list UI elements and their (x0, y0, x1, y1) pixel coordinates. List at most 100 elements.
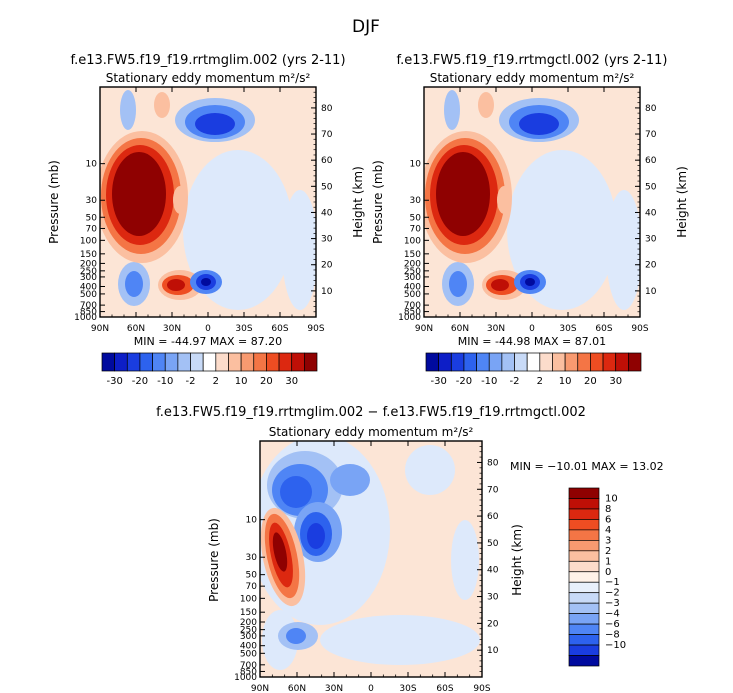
panel-1-tropo-red-3 (167, 279, 185, 291)
p-tick-label: 500 (404, 290, 421, 300)
colorbar-swatch (164, 352, 179, 372)
p-tick-label: 700 (80, 301, 97, 311)
colorbar-label: -10 (481, 376, 497, 387)
panel-2-tropo-red-3 (491, 279, 509, 291)
colorbar-label: 6 (605, 514, 611, 525)
colorbar-label: -10 (157, 376, 173, 387)
colorbar-swatch (190, 352, 204, 372)
panel-1-tropo-blue-2 (125, 271, 143, 297)
p-tick-label: 400 (404, 282, 421, 292)
panel-1-y2label: Height (km) (351, 166, 365, 237)
x-tick-label: 90N (91, 324, 109, 334)
z-tick-label: 80 (321, 104, 333, 114)
panel-2-ylabel: Pressure (mb) (371, 160, 385, 244)
colorbar-swatch (126, 352, 141, 372)
panel-2-contour-field (424, 90, 640, 310)
p-tick-label: 500 (80, 290, 97, 300)
panel-3-axes: 90N 60N 30N 0 30S 60S 90S103050701001502002503… (234, 441, 499, 693)
colorbar-swatch (101, 352, 115, 372)
x-tick-label: 0 (529, 324, 535, 334)
z-tick-label: 70 (645, 130, 657, 140)
colorbar-label: 10 (235, 376, 248, 387)
p-tick-label: 10 (410, 160, 422, 170)
colorbar-label: -2 (186, 376, 196, 387)
z-tick-label: 80 (487, 458, 499, 468)
colorbar-label: 1 (605, 556, 611, 567)
p-tick-label: 250 (80, 267, 97, 277)
colorbar-swatch (291, 352, 305, 372)
colorbar-label: 2 (605, 546, 611, 557)
panel-3-light-blue-4 (320, 615, 480, 665)
colorbar-label: −1 (605, 577, 620, 588)
p-tick-label: 50 (410, 213, 422, 223)
z-tick-label: 30 (487, 593, 499, 603)
panel-3-upper-blue-4 (330, 464, 370, 496)
panel-2-upper-red-small (478, 92, 494, 118)
p-tick-label: 300 (240, 632, 257, 642)
z-tick-label: 20 (487, 619, 499, 629)
panel-1-run-title: f.e13.FW5.f19_f19.rrtmglim.002 (yrs 2-11… (70, 53, 345, 68)
colorbar-swatch (450, 352, 465, 372)
colorbar-swatch (438, 352, 452, 372)
colorbar-swatch (568, 655, 600, 667)
colorbar-swatch (139, 352, 153, 372)
colorbar-swatch (568, 571, 600, 583)
panel-2-upper-blue-3 (519, 113, 559, 135)
colorbar-label: 2 (213, 376, 219, 387)
z-tick-label: 20 (321, 261, 333, 271)
x-tick-label: 0 (205, 324, 211, 334)
z-tick-label: 50 (645, 182, 657, 192)
z-tick-label: 80 (645, 104, 657, 114)
x-tick-label: 90N (415, 324, 433, 334)
colorbar-label: -2 (510, 376, 520, 387)
z-tick-label: 60 (321, 156, 333, 166)
panel-3-mid-blue-3 (307, 523, 325, 549)
panel-1-contour-field (100, 90, 316, 310)
p-tick-label: 100 (80, 236, 97, 246)
panel-2-upper-blue-west (444, 90, 460, 130)
z-tick-label: 50 (321, 182, 333, 192)
p-tick-label: 100 (404, 236, 421, 246)
panel-3-run-title: f.e13.FW5.f19_f19.rrtmglim.002 − f.e13.F… (156, 405, 586, 420)
z-tick-label: 70 (321, 130, 333, 140)
panel-3-light-blue-2 (405, 445, 455, 495)
colorbar-swatch (463, 352, 477, 372)
colorbar-label: 4 (605, 525, 611, 536)
p-tick-label: 400 (240, 642, 257, 652)
panel-1-lobe-red (173, 186, 187, 214)
colorbar-label: 3 (605, 535, 611, 546)
p-tick-label: 1000 (74, 313, 97, 323)
colorbar-swatch (526, 352, 541, 372)
colorbar-label: -20 (132, 376, 148, 387)
colorbar-swatch (476, 352, 490, 372)
panel-3-red-4 (272, 532, 288, 572)
p-tick-label: 300 (80, 273, 97, 283)
x-tick-label: 90S (307, 324, 324, 334)
panel-2-axes: 90N 60N 30N 0 30S 60S 90S103050701001502002503… (398, 87, 657, 334)
colorbar-label: 2 (537, 376, 543, 387)
panel-2-lobe-red (497, 186, 511, 214)
colorbar-label: 20 (260, 376, 273, 387)
p-tick-label: 200 (80, 259, 97, 269)
z-tick-label: 40 (321, 208, 333, 218)
panel-2-stats: MIN = -44.98 MAX = 87.01 (458, 335, 606, 348)
p-tick-label: 50 (246, 571, 258, 581)
colorbar-label: 20 (584, 376, 597, 387)
colorbar-swatch (628, 352, 642, 372)
z-tick-label: 10 (321, 287, 333, 297)
panel-3-light-blue-3 (451, 520, 479, 600)
z-tick-label: 10 (487, 646, 499, 656)
colorbar-swatch (514, 352, 528, 372)
panel-3-contour-field (260, 441, 480, 670)
x-tick-label: 90N (251, 684, 269, 693)
p-tick-label: 50 (86, 213, 98, 223)
p-tick-label: 30 (86, 196, 98, 206)
colorbar-swatch (568, 508, 600, 520)
colorbar-label: 10 (605, 493, 618, 504)
colorbar-swatch (568, 613, 600, 625)
panel-3-upper-blue-3 (280, 476, 312, 508)
x-tick-label: 60S (595, 324, 612, 334)
p-tick-label: 100 (240, 594, 257, 604)
colorbar-swatch (602, 352, 617, 372)
